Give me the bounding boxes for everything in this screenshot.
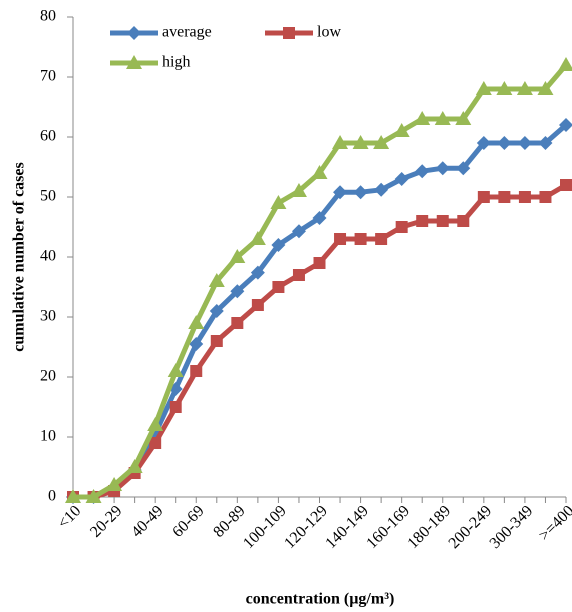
data-point — [498, 191, 511, 203]
data-point — [210, 335, 223, 347]
data-point — [188, 315, 205, 329]
x-tick-label: >=400 — [536, 502, 572, 544]
data-point — [414, 111, 431, 125]
data-point — [208, 273, 225, 287]
y-axis-title: cumulative number of cases — [11, 162, 28, 351]
data-point — [126, 459, 143, 473]
data-point — [496, 81, 513, 95]
x-tick-label: 140-149 — [322, 502, 372, 552]
data-point — [456, 161, 471, 176]
data-point — [539, 191, 552, 203]
data-point — [332, 135, 349, 149]
data-point — [455, 111, 472, 125]
data-point — [270, 195, 287, 209]
data-point — [497, 136, 512, 150]
data-point — [395, 221, 408, 233]
data-point — [291, 224, 306, 239]
data-point — [190, 365, 203, 377]
data-point — [251, 299, 264, 311]
data-point — [353, 185, 368, 200]
data-point — [231, 317, 244, 329]
y-tick-label: 40 — [40, 248, 56, 265]
data-point — [249, 231, 266, 245]
data-point — [352, 135, 369, 149]
x-tick-label: 200-249 — [446, 502, 496, 552]
data-point — [354, 233, 367, 245]
y-tick-label: 30 — [40, 308, 56, 325]
x-tick-label: 100-109 — [240, 502, 290, 552]
data-point — [374, 182, 389, 197]
legend-label: average — [162, 24, 212, 41]
y-tick-label: 50 — [40, 188, 56, 205]
data-point — [272, 281, 285, 293]
data-point — [476, 136, 491, 150]
data-point — [477, 191, 490, 203]
x-tick-label: 60-69 — [169, 502, 207, 540]
data-point — [516, 81, 533, 95]
x-tick-label: 80-89 — [210, 502, 248, 540]
x-tick-label: 180-189 — [404, 502, 454, 552]
data-point — [313, 257, 326, 269]
series-line — [73, 63, 568, 500]
data-point — [167, 363, 184, 377]
data-point — [147, 417, 164, 431]
data-point — [334, 233, 347, 245]
legend-label: high — [162, 54, 190, 71]
data-point — [169, 401, 182, 413]
data-point — [290, 183, 307, 197]
data-point — [393, 123, 410, 137]
y-tick-label: 80 — [40, 8, 56, 25]
data-point — [229, 249, 246, 263]
data-point — [416, 215, 429, 227]
x-tick-label: 20-29 — [87, 502, 125, 540]
data-point — [209, 304, 224, 318]
data-point — [250, 265, 265, 280]
data-point — [292, 269, 305, 281]
x-tick-label: 120-129 — [281, 502, 331, 552]
data-point — [373, 135, 390, 149]
y-tick-label: 70 — [40, 68, 56, 85]
data-point — [457, 215, 470, 227]
x-tick-label: 300-349 — [487, 502, 537, 552]
y-tick-label: 20 — [40, 368, 56, 385]
data-point — [538, 136, 553, 150]
data-point — [149, 437, 162, 449]
y-tick-label: 0 — [48, 488, 56, 505]
x-tick-label: 160-169 — [363, 502, 413, 552]
legend-marker — [127, 26, 141, 40]
data-point — [559, 118, 572, 132]
legend-marker — [283, 27, 295, 39]
data-point — [434, 111, 451, 125]
y-tick-label: 10 — [40, 428, 56, 445]
data-point — [312, 211, 327, 225]
data-point — [537, 81, 554, 95]
legend-label: low — [317, 24, 341, 41]
data-point — [65, 489, 81, 503]
data-point — [518, 191, 531, 203]
data-point — [333, 185, 348, 200]
x-tick-label: 40-49 — [128, 502, 166, 540]
x-tick-label: <10 — [55, 502, 85, 532]
legend-marker — [126, 55, 142, 69]
data-point — [558, 57, 572, 71]
data-point — [517, 136, 532, 150]
data-point — [415, 164, 430, 179]
x-axis-title: concentration (µg/m³) — [246, 591, 395, 608]
data-point — [436, 215, 449, 227]
data-point — [271, 238, 286, 252]
data-point — [189, 337, 204, 351]
data-point — [394, 172, 409, 186]
data-point — [475, 81, 492, 95]
data-point — [311, 165, 328, 179]
data-point — [435, 161, 450, 176]
data-point — [230, 284, 245, 299]
data-point — [106, 477, 123, 491]
data-point — [375, 233, 388, 245]
data-point — [560, 179, 572, 191]
y-tick-label: 60 — [40, 128, 56, 145]
data-point — [85, 489, 102, 503]
